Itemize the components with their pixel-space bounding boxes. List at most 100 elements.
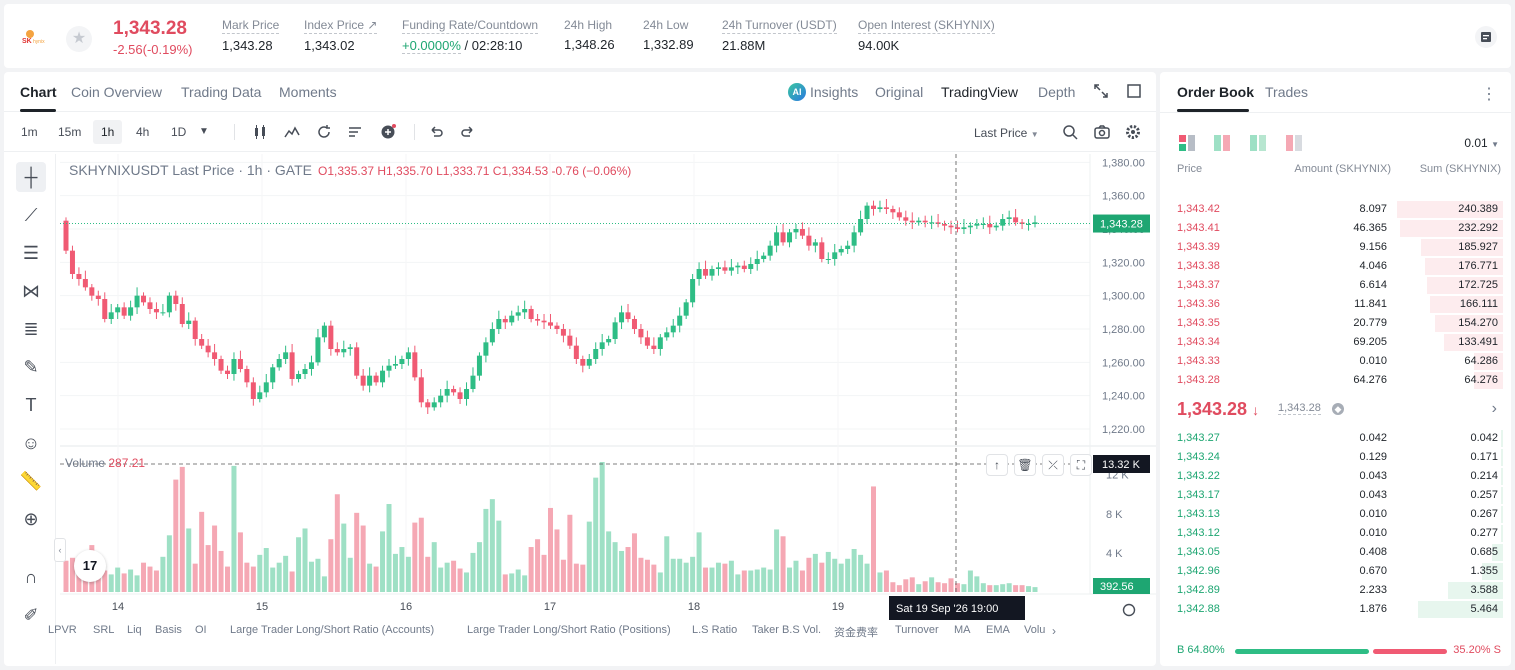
ask-row[interactable]: 1,343.36 11.841 166.111 [1160,295,1511,314]
bid-row[interactable]: 1,342.89 2.233 3.588 [1160,581,1511,600]
ask-row[interactable]: 1,343.34 69.205 133.491 [1160,333,1511,352]
ask-row[interactable]: 1,343.33 0.010 64.286 [1160,352,1511,371]
indicator-trader-accounts[interactable]: Large Trader Long/Short Ratio (Accounts) [230,624,435,636]
ask-row[interactable]: 1,343.35 20.779 154.270 [1160,314,1511,333]
indicator-srl[interactable]: SRL [93,624,115,636]
stat-mark-price[interactable]: Mark Price 1,343.28 [222,18,280,53]
view-asks-icon[interactable] [1286,135,1302,151]
redo-icon[interactable] [460,124,476,140]
horizontal-lines-icon[interactable]: ☰ [22,243,40,263]
view-asks-bids-icon[interactable] [1214,135,1230,151]
indicator-volume[interactable]: Volu [1024,624,1046,636]
ask-row[interactable]: 1,343.39 9.156 185.927 [1160,238,1511,257]
interval-1d[interactable]: 1D [171,125,187,139]
tab-chart[interactable]: Chart [20,84,57,100]
tab-moments[interactable]: Moments [279,84,337,100]
bid-row[interactable]: 1,343.05 0.408 0.685 [1160,543,1511,562]
indicator-ema[interactable]: EMA [986,624,1010,636]
tab-depth[interactable]: Depth [1038,84,1076,100]
price-source-select[interactable]: Last Price ▼ [974,126,1039,140]
bid-row[interactable]: 1,342.96 0.670 1.355 [1160,562,1511,581]
bid-price: 1,343.17 [1177,489,1220,501]
ask-row[interactable]: 1,343.37 6.614 172.725 [1160,276,1511,295]
bid-row[interactable]: 1,343.27 0.042 0.042 [1160,429,1511,448]
stat-open-interest[interactable]: Open Interest (SKHYNIX) 94.00K [858,18,995,53]
indicator-liq[interactable]: Liq [127,624,142,636]
mid-price[interactable]: 1,343.28 ↓ [1177,399,1260,419]
bid-price: 1,343.27 [1177,432,1220,444]
indicator-funding-rate[interactable]: 资金费率 [834,627,878,639]
search-icon[interactable] [1062,124,1078,140]
candle-type-icon[interactable] [252,124,268,140]
bid-row[interactable]: 1,342.88 1.876 5.464 [1160,600,1511,619]
indicator-turnover[interactable]: Turnover [895,624,939,636]
interval-dropdown-icon[interactable]: ▼ [199,126,209,137]
chevron-right-icon[interactable]: › [1491,400,1497,417]
move-pane-up-icon[interactable]: ↑ [986,454,1008,476]
view-bids-icon[interactable] [1250,135,1266,151]
stat-index-price[interactable]: Index Price ↗ 1,343.02 [304,18,378,53]
tab-order-book[interactable]: Order Book [1177,84,1255,100]
tick-size-select[interactable]: 0.01 ▼ [1464,136,1499,150]
trend-line-icon[interactable]: ⟋ [24,205,38,225]
maximize-pane-icon[interactable]: ⛶ [1070,454,1092,476]
more-options-icon[interactable]: ⋮ [1481,86,1497,103]
indicator-scroll-right-icon[interactable]: › [1052,624,1056,638]
interval-1h[interactable]: 1h [93,120,123,144]
bid-row[interactable]: 1,343.24 0.129 0.171 [1160,448,1511,467]
tab-trading-data[interactable]: Trading Data [181,84,262,100]
indicator-ls-ratio[interactable]: L.S Ratio [692,624,738,636]
interval-1m[interactable]: 1m [21,125,38,139]
stat-24h-turnover[interactable]: 24h Turnover (USDT) 21.88M [722,18,837,53]
expand-icon[interactable] [1094,84,1108,98]
ask-row[interactable]: 1,343.41 46.365 232.292 [1160,219,1511,238]
indicators-icon[interactable] [284,124,300,140]
add-indicator-icon[interactable] [380,124,396,140]
undo-icon[interactable] [428,124,444,140]
collapse-pane-icon[interactable]: ⤫ [1042,454,1064,476]
eraser-icon[interactable]: ✐ [23,605,39,625]
fib-icon[interactable]: ≣ [23,319,39,339]
text-tool-icon[interactable]: T [25,395,37,415]
stat-funding-rate[interactable]: Funding Rate/Countdown +0.0000% / 02:28:… [402,18,539,54]
ruler-icon[interactable]: 📏 [19,471,43,491]
contract-info-icon[interactable] [1475,26,1497,48]
ask-row[interactable]: 1,343.38 4.046 176.771 [1160,257,1511,276]
collapse-toolbar-icon[interactable]: ‹ [54,538,66,562]
indicator-trader-positions[interactable]: Large Trader Long/Short Ratio (Positions… [467,624,671,636]
price-chart[interactable]: 1,380.001,360.001,340.001,320.001,300.00… [54,154,1156,664]
indicator-oi[interactable]: OI [195,624,207,636]
ask-row[interactable]: 1,343.28 64.276 64.276 [1160,371,1511,390]
settings-icon[interactable] [1125,124,1141,140]
tab-trades[interactable]: Trades [1265,84,1309,100]
tab-original[interactable]: Original [875,84,924,100]
indicator-basis[interactable]: Basis [155,624,182,636]
tab-tradingview[interactable]: TradingView [941,84,1019,100]
camera-icon[interactable] [1094,124,1110,140]
brush-icon[interactable]: ✎ [23,357,39,377]
favorite-star-icon[interactable]: ★ [66,26,92,52]
templates-icon[interactable] [347,124,363,140]
bid-row[interactable]: 1,343.12 0.010 0.277 [1160,524,1511,543]
interval-15m[interactable]: 15m [58,125,82,139]
interval-4h[interactable]: 4h [136,125,150,139]
view-both-icon[interactable] [1179,135,1195,151]
replay-icon[interactable] [316,124,332,140]
ask-row[interactable]: 1,343.42 8.097 240.389 [1160,200,1511,219]
pattern-icon[interactable]: ⋈ [22,281,40,301]
indicator-lpvr[interactable]: LPVR [48,624,77,636]
tab-insights[interactable]: Insights [810,84,859,100]
crosshair-icon[interactable]: ┼ [16,162,46,192]
tab-coin-overview[interactable]: Coin Overview [71,84,163,100]
emoji-icon[interactable]: ☺ [21,433,41,453]
tradingview-logo[interactable]: 17 [74,550,106,582]
zoom-in-icon[interactable]: ⊕ [23,509,39,529]
indicator-ma[interactable]: MA [954,624,971,636]
window-icon[interactable] [1127,84,1141,98]
indicator-taker-vol[interactable]: Taker B.S Vol. [752,624,822,636]
bid-row[interactable]: 1,343.13 0.010 0.267 [1160,505,1511,524]
bid-row[interactable]: 1,343.22 0.043 0.214 [1160,467,1511,486]
magnet-icon[interactable]: ∩ [24,567,38,587]
delete-pane-icon[interactable]: 🗑 [1014,454,1036,476]
bid-row[interactable]: 1,343.17 0.043 0.257 [1160,486,1511,505]
